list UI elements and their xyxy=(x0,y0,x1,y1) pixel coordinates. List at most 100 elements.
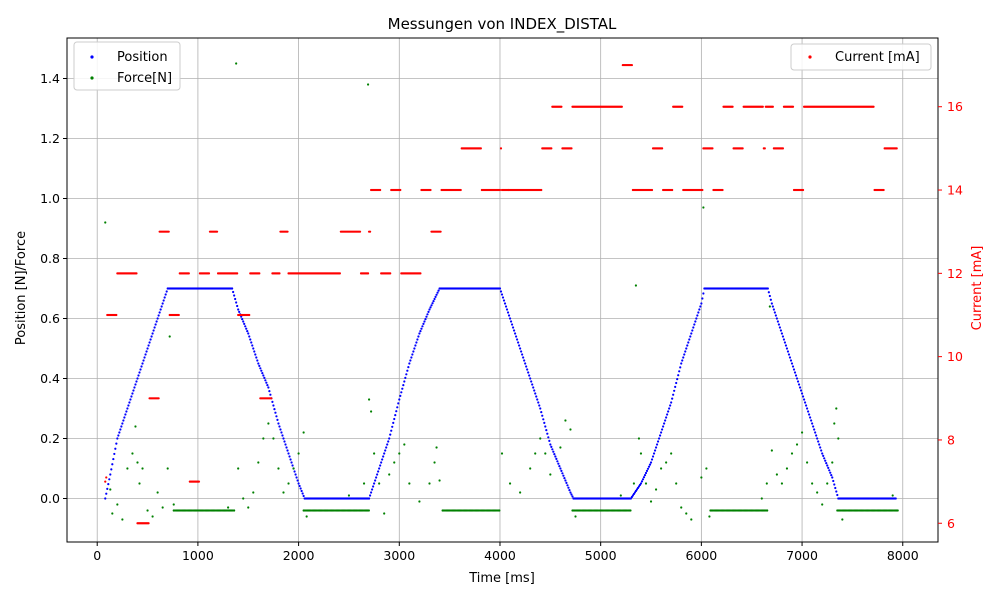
point-position xyxy=(642,476,646,479)
point-current xyxy=(115,313,118,317)
point-position xyxy=(371,488,374,491)
point-position xyxy=(654,446,658,449)
point-position xyxy=(246,330,249,333)
point-position xyxy=(774,314,777,317)
point-position xyxy=(811,422,814,425)
point-position xyxy=(529,377,532,380)
point-position xyxy=(526,368,529,371)
point-position xyxy=(814,431,817,434)
point-position xyxy=(698,308,701,311)
point-position xyxy=(782,338,786,341)
point-position xyxy=(254,353,257,356)
point-position xyxy=(142,359,145,362)
point-current xyxy=(741,147,744,150)
point-current xyxy=(620,105,623,108)
point-force xyxy=(685,512,688,515)
point-position xyxy=(831,476,834,479)
point-position xyxy=(245,327,248,330)
point-force xyxy=(811,482,814,485)
point-force xyxy=(569,428,572,431)
point-position xyxy=(657,437,661,440)
point-position xyxy=(146,347,149,350)
point-position xyxy=(391,425,394,428)
point-force xyxy=(347,494,351,497)
point-position xyxy=(266,384,269,387)
point-position xyxy=(499,290,503,293)
point-force xyxy=(233,509,236,512)
point-current xyxy=(147,522,150,525)
point-force xyxy=(362,482,366,485)
point-position xyxy=(788,356,792,359)
point-position xyxy=(815,434,818,437)
point-force xyxy=(700,476,703,479)
point-force xyxy=(121,518,124,521)
point-position xyxy=(394,414,397,417)
point-position xyxy=(812,425,815,428)
point-force xyxy=(161,506,164,509)
point-position xyxy=(387,440,390,443)
point-position xyxy=(533,389,536,392)
y-tick-label: 1.4 xyxy=(40,71,60,86)
point-current xyxy=(177,313,180,317)
point-position xyxy=(384,449,387,452)
point-force xyxy=(768,305,771,308)
point-position xyxy=(674,385,677,388)
point-force xyxy=(574,515,577,518)
point-position xyxy=(504,305,508,308)
point-position xyxy=(126,407,129,410)
point-force xyxy=(367,509,370,512)
point-position xyxy=(798,386,802,389)
point-position xyxy=(253,350,256,353)
data-points xyxy=(104,62,899,525)
point-force xyxy=(252,491,255,494)
x-tick-label: 2000 xyxy=(283,548,315,563)
point-position xyxy=(701,297,704,300)
point-current xyxy=(105,476,108,479)
y-tick-label: 1.2 xyxy=(40,131,60,146)
point-position xyxy=(767,291,770,294)
point-force xyxy=(257,461,260,464)
point-position xyxy=(272,404,275,407)
point-position xyxy=(556,460,559,463)
point-position xyxy=(793,371,797,374)
point-position xyxy=(125,410,128,413)
point-position xyxy=(378,467,381,470)
point-position xyxy=(251,344,254,347)
point-position xyxy=(512,329,516,332)
point-position xyxy=(646,467,650,470)
point-position xyxy=(801,395,805,398)
point-current xyxy=(286,230,289,233)
point-force xyxy=(287,482,290,485)
point-position xyxy=(368,494,372,497)
point-force xyxy=(104,221,107,224)
point-position xyxy=(408,362,411,365)
point-force xyxy=(680,506,683,509)
point-position xyxy=(281,434,284,437)
point-position xyxy=(826,464,829,467)
point-position xyxy=(778,326,782,329)
point-force xyxy=(760,497,763,500)
point-position xyxy=(828,469,831,472)
point-position xyxy=(807,410,810,413)
point-position xyxy=(107,483,110,486)
point-current xyxy=(187,272,190,275)
point-position xyxy=(259,367,262,370)
point-position xyxy=(651,455,655,458)
point-position xyxy=(139,368,142,371)
point-position xyxy=(258,364,261,367)
point-force xyxy=(277,467,280,470)
point-position xyxy=(522,356,525,359)
point-position xyxy=(786,350,790,353)
point-position xyxy=(517,341,520,344)
point-position xyxy=(376,473,379,476)
point-position xyxy=(671,397,674,400)
y-tick-label: 0.0 xyxy=(40,491,60,506)
point-position xyxy=(149,338,152,341)
point-position xyxy=(400,391,403,394)
legend-left-box xyxy=(73,41,181,91)
point-position xyxy=(820,449,823,452)
point-position xyxy=(423,320,426,323)
point-position xyxy=(673,389,676,392)
point-force xyxy=(629,509,632,512)
point-position xyxy=(406,369,409,372)
